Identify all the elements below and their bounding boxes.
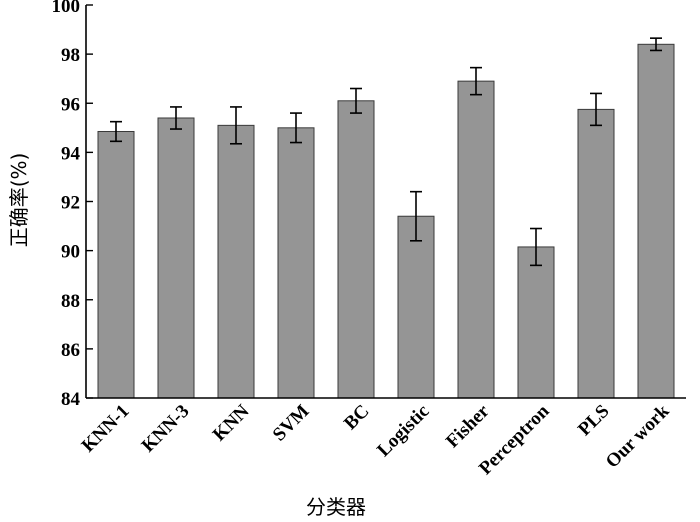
bar (157, 117, 195, 399)
y-tick-label: 84 (61, 389, 81, 410)
y-tick-label: 88 (61, 291, 80, 312)
bar (577, 108, 615, 399)
error-bars (110, 37, 662, 267)
bar (637, 43, 675, 399)
bar (337, 100, 375, 399)
bar (517, 246, 555, 399)
y-axis-ticks: 84 86 88 90 92 94 96 98 100 (52, 0, 93, 410)
x-tick-label: KNN-3 (138, 401, 194, 457)
bar (397, 215, 435, 399)
bar (217, 124, 255, 399)
x-tick-label: Our work (602, 400, 674, 472)
x-tick-label: KNN (209, 400, 254, 445)
x-tick-label: PLS (574, 401, 613, 440)
x-axis-tick-labels: KNN-1 KNN-3 KNN SVM BC Logistic FisherPerceptr… (78, 400, 674, 479)
x-tick-label: BC (340, 401, 374, 435)
y-tick-label: 96 (61, 94, 80, 115)
y-tick-label: 86 (61, 340, 80, 361)
x-tick-label: Fisher (442, 400, 494, 452)
bar (97, 130, 135, 399)
y-tick-label: 94 (61, 143, 81, 164)
y-axis-title: 正确率(%) (7, 153, 31, 248)
y-tick-label: 100 (52, 0, 81, 17)
bar (277, 127, 315, 399)
y-tick-label: 98 (61, 45, 80, 66)
x-tick-label: Logistic (373, 401, 433, 461)
x-tick-label: KNN-1 (78, 401, 134, 457)
bars (97, 43, 675, 399)
x-tick-label: SVM (269, 401, 314, 446)
y-tick-label: 90 (61, 242, 80, 263)
y-tick-label: 92 (61, 193, 80, 214)
x-axis-title: 分类器 (306, 495, 366, 519)
bar (457, 80, 495, 399)
